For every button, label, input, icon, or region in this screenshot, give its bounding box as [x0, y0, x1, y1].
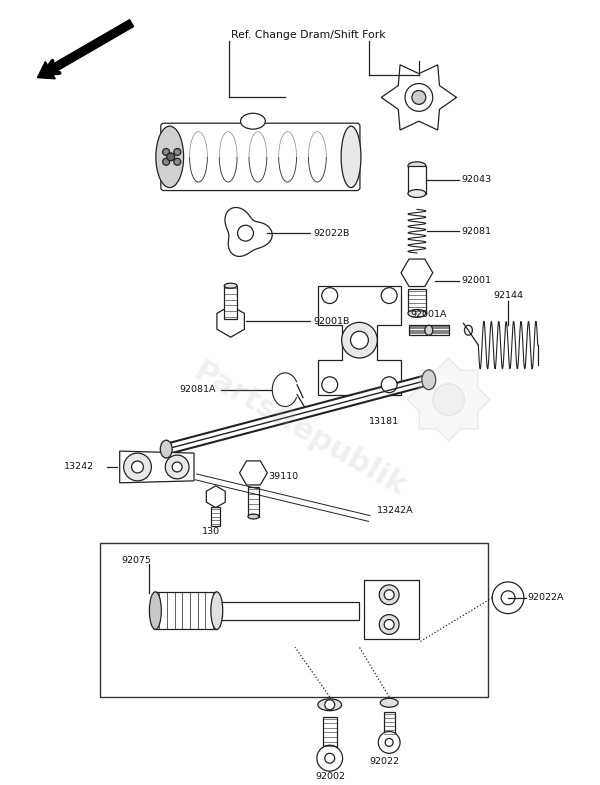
Circle shape [433, 384, 464, 415]
Polygon shape [225, 207, 272, 257]
Circle shape [174, 148, 181, 155]
Circle shape [405, 83, 433, 111]
Ellipse shape [408, 189, 426, 198]
Circle shape [124, 453, 151, 481]
Circle shape [412, 90, 426, 104]
Circle shape [492, 582, 524, 614]
Polygon shape [206, 486, 225, 508]
Text: 92001: 92001 [461, 276, 491, 285]
Ellipse shape [224, 283, 237, 288]
Circle shape [325, 754, 335, 763]
Ellipse shape [160, 440, 172, 458]
Text: 92043: 92043 [461, 175, 491, 184]
Ellipse shape [318, 699, 341, 710]
Text: 92022: 92022 [369, 757, 399, 765]
Ellipse shape [341, 126, 361, 188]
Bar [248, 487, 259, 517]
Ellipse shape [156, 126, 184, 188]
Text: Ref. Change Dram/Shift Fork: Ref. Change Dram/Shift Fork [230, 30, 385, 40]
Bar [211, 506, 220, 527]
Circle shape [385, 739, 393, 747]
Circle shape [381, 377, 397, 392]
Circle shape [325, 699, 335, 710]
Ellipse shape [422, 370, 436, 389]
Circle shape [165, 455, 189, 479]
Circle shape [501, 591, 515, 604]
Ellipse shape [425, 325, 433, 335]
Circle shape [341, 323, 377, 358]
Text: 92022B: 92022B [313, 228, 349, 238]
Ellipse shape [241, 113, 265, 130]
Circle shape [163, 148, 170, 155]
Circle shape [322, 377, 338, 392]
Text: 92075: 92075 [122, 556, 152, 564]
Circle shape [174, 159, 181, 166]
Text: 13242A: 13242A [377, 506, 414, 515]
Text: 92022A: 92022A [528, 593, 565, 602]
Circle shape [167, 153, 175, 161]
Text: 92001A: 92001A [410, 310, 447, 319]
Bar [384, 712, 395, 736]
Circle shape [238, 225, 253, 241]
FancyBboxPatch shape [161, 123, 360, 191]
Text: 92144: 92144 [493, 291, 523, 300]
Circle shape [172, 462, 182, 472]
Circle shape [322, 287, 338, 304]
Ellipse shape [464, 325, 472, 335]
Circle shape [378, 732, 400, 754]
Polygon shape [239, 461, 268, 485]
Polygon shape [407, 358, 490, 441]
Ellipse shape [211, 592, 223, 630]
Ellipse shape [149, 592, 161, 630]
Bar [155, 592, 217, 630]
Text: 39110: 39110 [268, 473, 298, 481]
Text: 130: 130 [202, 527, 220, 536]
Polygon shape [401, 259, 433, 287]
Circle shape [131, 461, 143, 473]
Bar [409, 325, 449, 335]
Circle shape [381, 287, 397, 304]
Polygon shape [217, 305, 244, 338]
Polygon shape [381, 65, 457, 130]
Text: 92002: 92002 [316, 772, 346, 780]
Circle shape [163, 159, 170, 166]
Ellipse shape [380, 699, 398, 707]
Text: 92001B: 92001B [313, 317, 349, 326]
Circle shape [384, 619, 394, 630]
Ellipse shape [248, 514, 259, 519]
Polygon shape [212, 602, 359, 619]
Circle shape [384, 590, 394, 600]
Text: PartsRepublik: PartsRepublik [189, 356, 411, 502]
Text: 13181: 13181 [370, 417, 400, 426]
Bar [100, 543, 488, 697]
Ellipse shape [323, 746, 337, 751]
Bar [408, 289, 426, 313]
Bar [323, 717, 337, 748]
FancyArrow shape [37, 20, 134, 78]
Text: 13242: 13242 [64, 462, 94, 472]
Bar [408, 166, 426, 194]
Text: 92081: 92081 [461, 227, 491, 236]
Circle shape [379, 585, 399, 604]
Circle shape [317, 746, 343, 771]
Polygon shape [119, 451, 194, 483]
Circle shape [350, 331, 368, 349]
Ellipse shape [408, 309, 426, 317]
Ellipse shape [408, 162, 426, 170]
Circle shape [379, 615, 399, 634]
Bar [224, 286, 237, 319]
Text: 92081A: 92081A [179, 385, 216, 394]
Polygon shape [364, 580, 419, 639]
